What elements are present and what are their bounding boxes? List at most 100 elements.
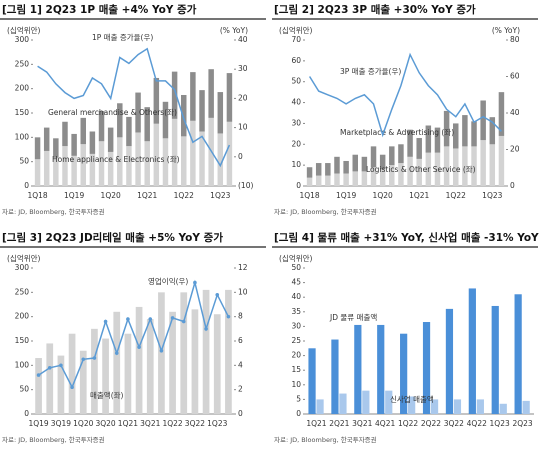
bar — [362, 390, 370, 414]
bar — [462, 115, 468, 147]
x-tick-label: 1Q21 — [409, 191, 429, 200]
x-tick-label: 1Q22 — [398, 419, 418, 428]
y-tick-label: 250 — [15, 59, 30, 68]
bar — [308, 348, 316, 414]
y-tick-label: 45 — [291, 278, 301, 287]
bar — [453, 399, 462, 414]
y-tick-label: 150 — [15, 336, 30, 345]
line-marker — [215, 292, 220, 297]
line-marker — [193, 280, 197, 285]
bar — [153, 123, 160, 186]
bar — [325, 175, 331, 186]
bar — [46, 343, 54, 414]
y2-tick-label: (10) — [238, 181, 253, 190]
y-tick-label: 50 — [291, 77, 301, 86]
y2-tick-label: 30 — [238, 64, 248, 73]
bar — [489, 117, 496, 145]
line-marker — [47, 365, 52, 370]
bar — [445, 308, 454, 414]
y-tick-label: 50 — [291, 263, 301, 272]
y2-unit: (% YoY) — [220, 26, 248, 35]
source: 자료: JD, Bloomberg, 한국투자증권 — [274, 207, 377, 216]
y-tick-label: 40 — [291, 98, 301, 107]
bar — [135, 306, 143, 414]
line-series — [37, 47, 231, 168]
y-tick-label: 0 — [296, 181, 301, 190]
x-tick-label: 1Q21 — [118, 419, 138, 428]
bar — [71, 133, 77, 156]
bar — [434, 152, 441, 186]
x-tick-label: 2Q23 — [512, 419, 532, 428]
y2-tick-label: 0 — [510, 181, 515, 190]
x-tick-label: 1Q23 — [207, 419, 227, 428]
x-tick-label: 1Q22 — [174, 191, 194, 200]
x-tick-label: 1Q23 — [482, 191, 502, 200]
y2-tick-label: 10 — [238, 287, 248, 296]
bar — [226, 121, 233, 186]
bar — [202, 289, 210, 414]
line-series — [308, 52, 502, 138]
y-tick-label: 100 — [15, 132, 30, 141]
source: 자료: JD, Bloomberg, 한국투자증권 — [274, 435, 377, 444]
y-tick-label: 200 — [15, 84, 30, 93]
y-tick-label: 100 — [15, 360, 30, 369]
y-tick-label: 25 — [291, 336, 301, 345]
bar — [153, 77, 160, 124]
bar — [126, 146, 132, 186]
y2-tick-label: 2 — [238, 385, 243, 394]
bar — [135, 92, 141, 133]
bar — [213, 314, 221, 414]
y-tick-label: 5 — [296, 394, 301, 403]
y2-tick-label: 40 — [238, 35, 248, 44]
y-unit: (십억위안) — [7, 253, 41, 263]
bar — [57, 355, 65, 414]
bar — [398, 144, 404, 164]
chart-title: [그림 4] 물류 매출 +31% YoY, 신사업 매출 -31% YoY — [274, 231, 539, 244]
bar — [370, 146, 377, 168]
bar — [162, 101, 169, 139]
y-tick-label: 300 — [15, 35, 30, 44]
bar — [117, 103, 123, 138]
x-tick-label: 3Q22 — [185, 419, 205, 428]
bar — [79, 350, 87, 414]
bar — [407, 129, 413, 157]
bar — [80, 144, 86, 186]
y-tick-label: 50 — [19, 385, 29, 394]
bar — [144, 107, 150, 142]
bar — [217, 133, 224, 186]
bar — [398, 163, 404, 186]
bar — [489, 144, 496, 186]
x-tick-label: 1Q20 — [73, 419, 93, 428]
bar — [361, 156, 368, 172]
series-label: Marketplace & Advertising (좌) — [340, 128, 454, 137]
chart-title: [그림 1] 2Q23 1P 매출 +4% YoY 증가 — [2, 3, 197, 16]
line-marker — [59, 363, 63, 368]
x-tick-label: 1Q23 — [490, 419, 510, 428]
bar — [343, 173, 349, 186]
bar — [325, 163, 331, 176]
line-marker — [70, 385, 74, 390]
bar — [352, 154, 358, 172]
bar — [334, 156, 340, 174]
y2-tick-label: 0 — [238, 409, 243, 418]
bar — [34, 137, 41, 160]
line-marker — [148, 317, 153, 321]
bar — [315, 163, 322, 176]
bar — [89, 153, 96, 186]
bar — [468, 288, 476, 414]
x-tick-label: 1Q21 — [137, 191, 157, 200]
y-tick-label: 150 — [15, 108, 30, 117]
line-marker — [181, 319, 186, 324]
y-tick-label: 20 — [291, 351, 301, 360]
bar — [35, 358, 42, 414]
series-label: Logistics & Other Service (좌) — [366, 165, 476, 174]
bar — [102, 338, 109, 414]
chart-title: [그림 2] 2Q23 3P 매출 +30% YoY 증가 — [274, 3, 476, 16]
bar — [416, 158, 422, 186]
bar — [453, 148, 459, 186]
series-label: 신사업 매출액 — [390, 394, 434, 404]
bar — [181, 136, 187, 186]
y-tick-label: 300 — [15, 263, 30, 272]
bar — [107, 151, 114, 186]
y2-tick-label: 60 — [510, 72, 520, 81]
